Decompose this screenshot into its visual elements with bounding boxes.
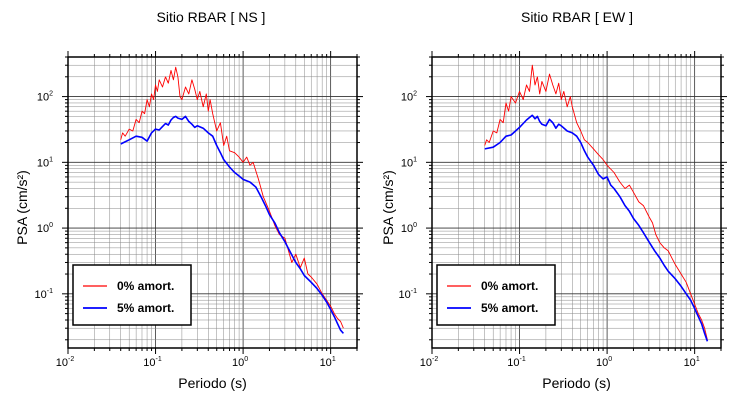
legend-label: 0% amort.: [481, 279, 538, 293]
x-tick-label: 101: [320, 356, 336, 369]
plot-frame: [431, 56, 722, 349]
x-tick-label-base: 10: [320, 357, 332, 369]
y-axis-label: PSA (cm/s²): [14, 170, 30, 245]
x-tick-label-exponent: 0: [244, 356, 248, 363]
tick-marks: [62, 51, 363, 354]
y-tick-label-exponent: 2: [49, 91, 53, 98]
x-tick-label-base: 10: [232, 357, 244, 369]
x-tick-label: 100: [596, 356, 612, 369]
x-axis-label: Periodo (s): [178, 375, 246, 391]
y-tick-label-base: 10: [35, 289, 47, 301]
x-tick-label-base: 10: [420, 357, 432, 369]
x-tick-label-base: 10: [684, 357, 696, 369]
series-line-red: [484, 64, 708, 340]
grid: [431, 56, 722, 348]
y-tick-label-exponent: 0: [49, 222, 53, 229]
x-tick-label-base: 10: [56, 357, 68, 369]
y-tick-label-base: 10: [37, 157, 49, 169]
tick-marks: [426, 51, 727, 354]
legend-box: [436, 264, 556, 326]
legend: 0% amort. 5% amort.: [72, 264, 192, 326]
x-tick-label: 10-1: [143, 356, 162, 369]
x-tick-label-exponent: -1: [156, 356, 162, 363]
x-tick-label-base: 10: [143, 357, 155, 369]
series-line-blue: [120, 115, 345, 334]
x-tick-label: 101: [684, 356, 700, 369]
x-tick-label: 10-2: [420, 356, 439, 369]
y-tick-label-base: 10: [401, 157, 413, 169]
y-tick-label-exponent: 1: [49, 156, 53, 163]
y-tick-label-base: 10: [401, 223, 413, 235]
y-tick-label: 102: [401, 91, 417, 104]
plot-frame: [67, 56, 358, 349]
chart-title: Sitio RBAR [ EW ]: [521, 9, 633, 25]
x-tick-label-exponent: -2: [68, 356, 74, 363]
x-tick-label-exponent: -1: [520, 356, 526, 363]
legend-label: 0% amort.: [117, 279, 174, 293]
x-tick-label-exponent: 1: [696, 356, 700, 363]
x-tick-label-exponent: -2: [432, 356, 438, 363]
y-tick-label: 100: [401, 222, 417, 235]
legend-label: 5% amort.: [117, 301, 174, 315]
x-tick-label: 100: [232, 356, 248, 369]
y-tick-label: 10-1: [399, 288, 418, 301]
series-line-red: [120, 66, 344, 329]
legend-box: [72, 264, 192, 326]
chart-title: Sitio RBAR [ NS ]: [157, 9, 266, 25]
x-tick-label-base: 10: [507, 357, 519, 369]
y-tick-label: 100: [37, 222, 53, 235]
x-tick-label: 10-2: [56, 356, 75, 369]
y-tick-label-exponent: 0: [413, 222, 417, 229]
y-tick-label-base: 10: [399, 289, 411, 301]
y-tick-label-base: 10: [37, 92, 49, 104]
x-tick-label-exponent: 0: [608, 356, 612, 363]
grid: [67, 56, 358, 348]
y-tick-label-exponent: 2: [413, 91, 417, 98]
x-tick-label: 10-1: [507, 356, 526, 369]
y-axis-label: PSA (cm/s²): [380, 170, 396, 245]
y-tick-label-exponent: -1: [47, 288, 53, 295]
y-tick-label: 102: [37, 91, 53, 104]
y-tick-label-exponent: -1: [411, 288, 417, 295]
y-tick-label-exponent: 1: [413, 156, 417, 163]
y-tick-label-base: 10: [401, 92, 413, 104]
y-tick-label-base: 10: [37, 223, 49, 235]
y-tick-label: 101: [37, 156, 53, 169]
legend: 0% amort. 5% amort.: [436, 264, 556, 326]
x-tick-label-exponent: 1: [332, 356, 336, 363]
legend-label: 5% amort.: [481, 301, 538, 315]
series-line-blue: [484, 114, 709, 342]
y-tick-label: 10-1: [35, 288, 54, 301]
x-tick-label-base: 10: [596, 357, 608, 369]
x-axis-label: Periodo (s): [542, 375, 610, 391]
y-tick-label: 101: [401, 156, 417, 169]
